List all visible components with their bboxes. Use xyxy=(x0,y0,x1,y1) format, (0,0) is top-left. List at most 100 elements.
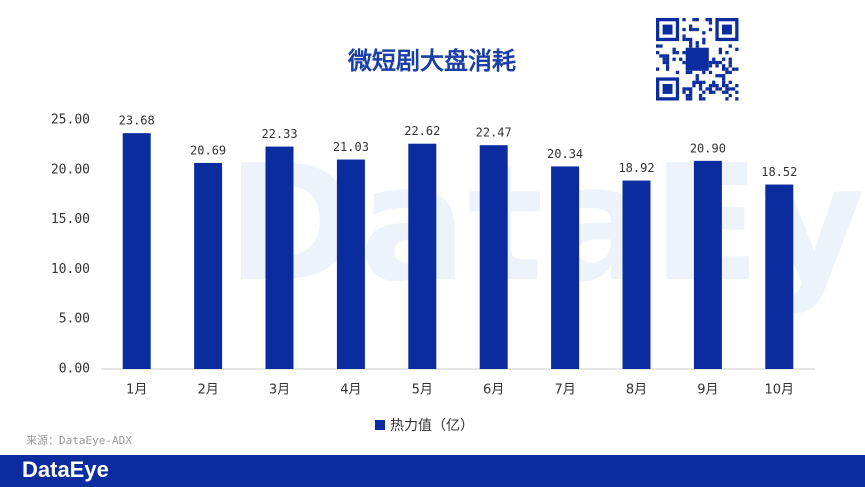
qr-cell xyxy=(708,64,713,68)
qr-cell xyxy=(695,27,699,32)
qr-cell xyxy=(685,87,689,91)
bar xyxy=(765,184,794,369)
qr-cell xyxy=(722,64,726,68)
bar xyxy=(693,160,722,369)
value-label: 22.33 xyxy=(261,127,297,141)
qr-cell xyxy=(702,70,706,75)
qr-cell xyxy=(708,27,713,32)
qr-cell xyxy=(705,87,709,91)
qr-cell xyxy=(725,97,729,101)
qr-cell xyxy=(695,44,699,48)
qr-finder xyxy=(722,24,732,35)
x-tick-label: 5月 xyxy=(412,383,433,398)
qr-finder xyxy=(715,17,739,42)
x-tick-label: 7月 xyxy=(554,383,575,398)
qr-cell xyxy=(702,31,706,35)
qr-cell xyxy=(718,87,722,91)
qr-cell xyxy=(722,80,726,84)
qr-cell xyxy=(728,57,732,61)
qr-cell xyxy=(735,97,739,101)
chart-title: 微短剧大盘消耗 xyxy=(347,47,516,75)
x-tick-label: 10月 xyxy=(765,383,795,398)
bar xyxy=(336,159,365,369)
qr-cell xyxy=(692,80,696,84)
qr-finder xyxy=(662,24,673,35)
qr-cell xyxy=(689,93,693,98)
qr-cell xyxy=(665,60,670,65)
qr-cell xyxy=(698,80,703,84)
qr-cell xyxy=(698,93,703,98)
x-tick-label: 2月 xyxy=(197,383,218,398)
qr-cell xyxy=(682,18,686,22)
value-label: 23.68 xyxy=(119,114,155,128)
qr-cell xyxy=(735,90,739,94)
qr-cell xyxy=(718,60,722,65)
qr-cell xyxy=(695,77,699,81)
qr-cell xyxy=(725,84,729,88)
qr-cell xyxy=(728,93,732,98)
qr-cell xyxy=(695,18,699,22)
qr-cell xyxy=(735,84,739,88)
qr-cell xyxy=(718,47,722,51)
qr-cell xyxy=(656,44,660,48)
qr-cell xyxy=(731,67,736,71)
qr-cell xyxy=(689,87,693,91)
qr-cell xyxy=(705,18,709,22)
qr-cell xyxy=(702,80,706,84)
qr-cell xyxy=(735,47,739,51)
qr-cell xyxy=(725,51,729,55)
qr-cell xyxy=(672,57,676,61)
y-tick-label: 15.00 xyxy=(51,212,90,227)
value-label: 20.34 xyxy=(547,147,583,161)
qr-cell xyxy=(695,74,699,78)
y-tick-label: 5.00 xyxy=(59,312,90,327)
qr-cell xyxy=(708,70,713,75)
qr-cell xyxy=(708,21,713,25)
value-label: 18.52 xyxy=(761,165,797,179)
qr-cell xyxy=(722,90,726,94)
qr-cell xyxy=(708,18,713,22)
qr-cell xyxy=(728,80,732,84)
qr-cell xyxy=(715,64,719,68)
bar xyxy=(265,146,294,369)
qr-cell xyxy=(702,41,706,45)
footer-brand: DataEye xyxy=(22,457,109,482)
qr-cell xyxy=(695,80,699,84)
y-tick-label: 0.00 xyxy=(59,362,90,377)
qr-cell xyxy=(712,60,716,65)
y-tick-label: 10.00 xyxy=(51,262,90,277)
qr-cell xyxy=(722,84,726,88)
qr-cell xyxy=(702,90,706,94)
qr-cell xyxy=(682,60,686,65)
qr-cell xyxy=(689,27,693,32)
qr-cell xyxy=(731,87,736,91)
value-label: 22.62 xyxy=(404,124,440,138)
qr-cell xyxy=(682,90,686,94)
legend-label: 热力值（亿） xyxy=(390,418,474,434)
qr-cell xyxy=(728,87,732,91)
qr-cell xyxy=(662,54,666,58)
qr-cell xyxy=(672,51,676,55)
qr-cell xyxy=(665,57,670,61)
qr-finder xyxy=(656,17,680,42)
qr-cell xyxy=(708,87,713,91)
qr-logo xyxy=(685,47,709,71)
qr-cell xyxy=(679,57,683,61)
qr-cell xyxy=(725,90,729,94)
qr-cell xyxy=(665,54,670,58)
qr-cell xyxy=(735,67,739,71)
qr-cell xyxy=(718,51,722,55)
qr-cell xyxy=(715,87,719,91)
qr-cell xyxy=(659,54,663,58)
qr-cell xyxy=(662,60,666,65)
qr-finder xyxy=(656,77,680,101)
qr-cell xyxy=(665,67,670,71)
bar xyxy=(408,143,437,369)
qr-cell xyxy=(675,70,680,75)
qr-cell xyxy=(692,27,696,32)
qr-cell xyxy=(728,64,732,68)
qr-finder xyxy=(662,84,673,94)
qr-cell xyxy=(665,64,670,68)
qr-cell xyxy=(685,37,689,42)
qr-cell xyxy=(685,70,689,75)
